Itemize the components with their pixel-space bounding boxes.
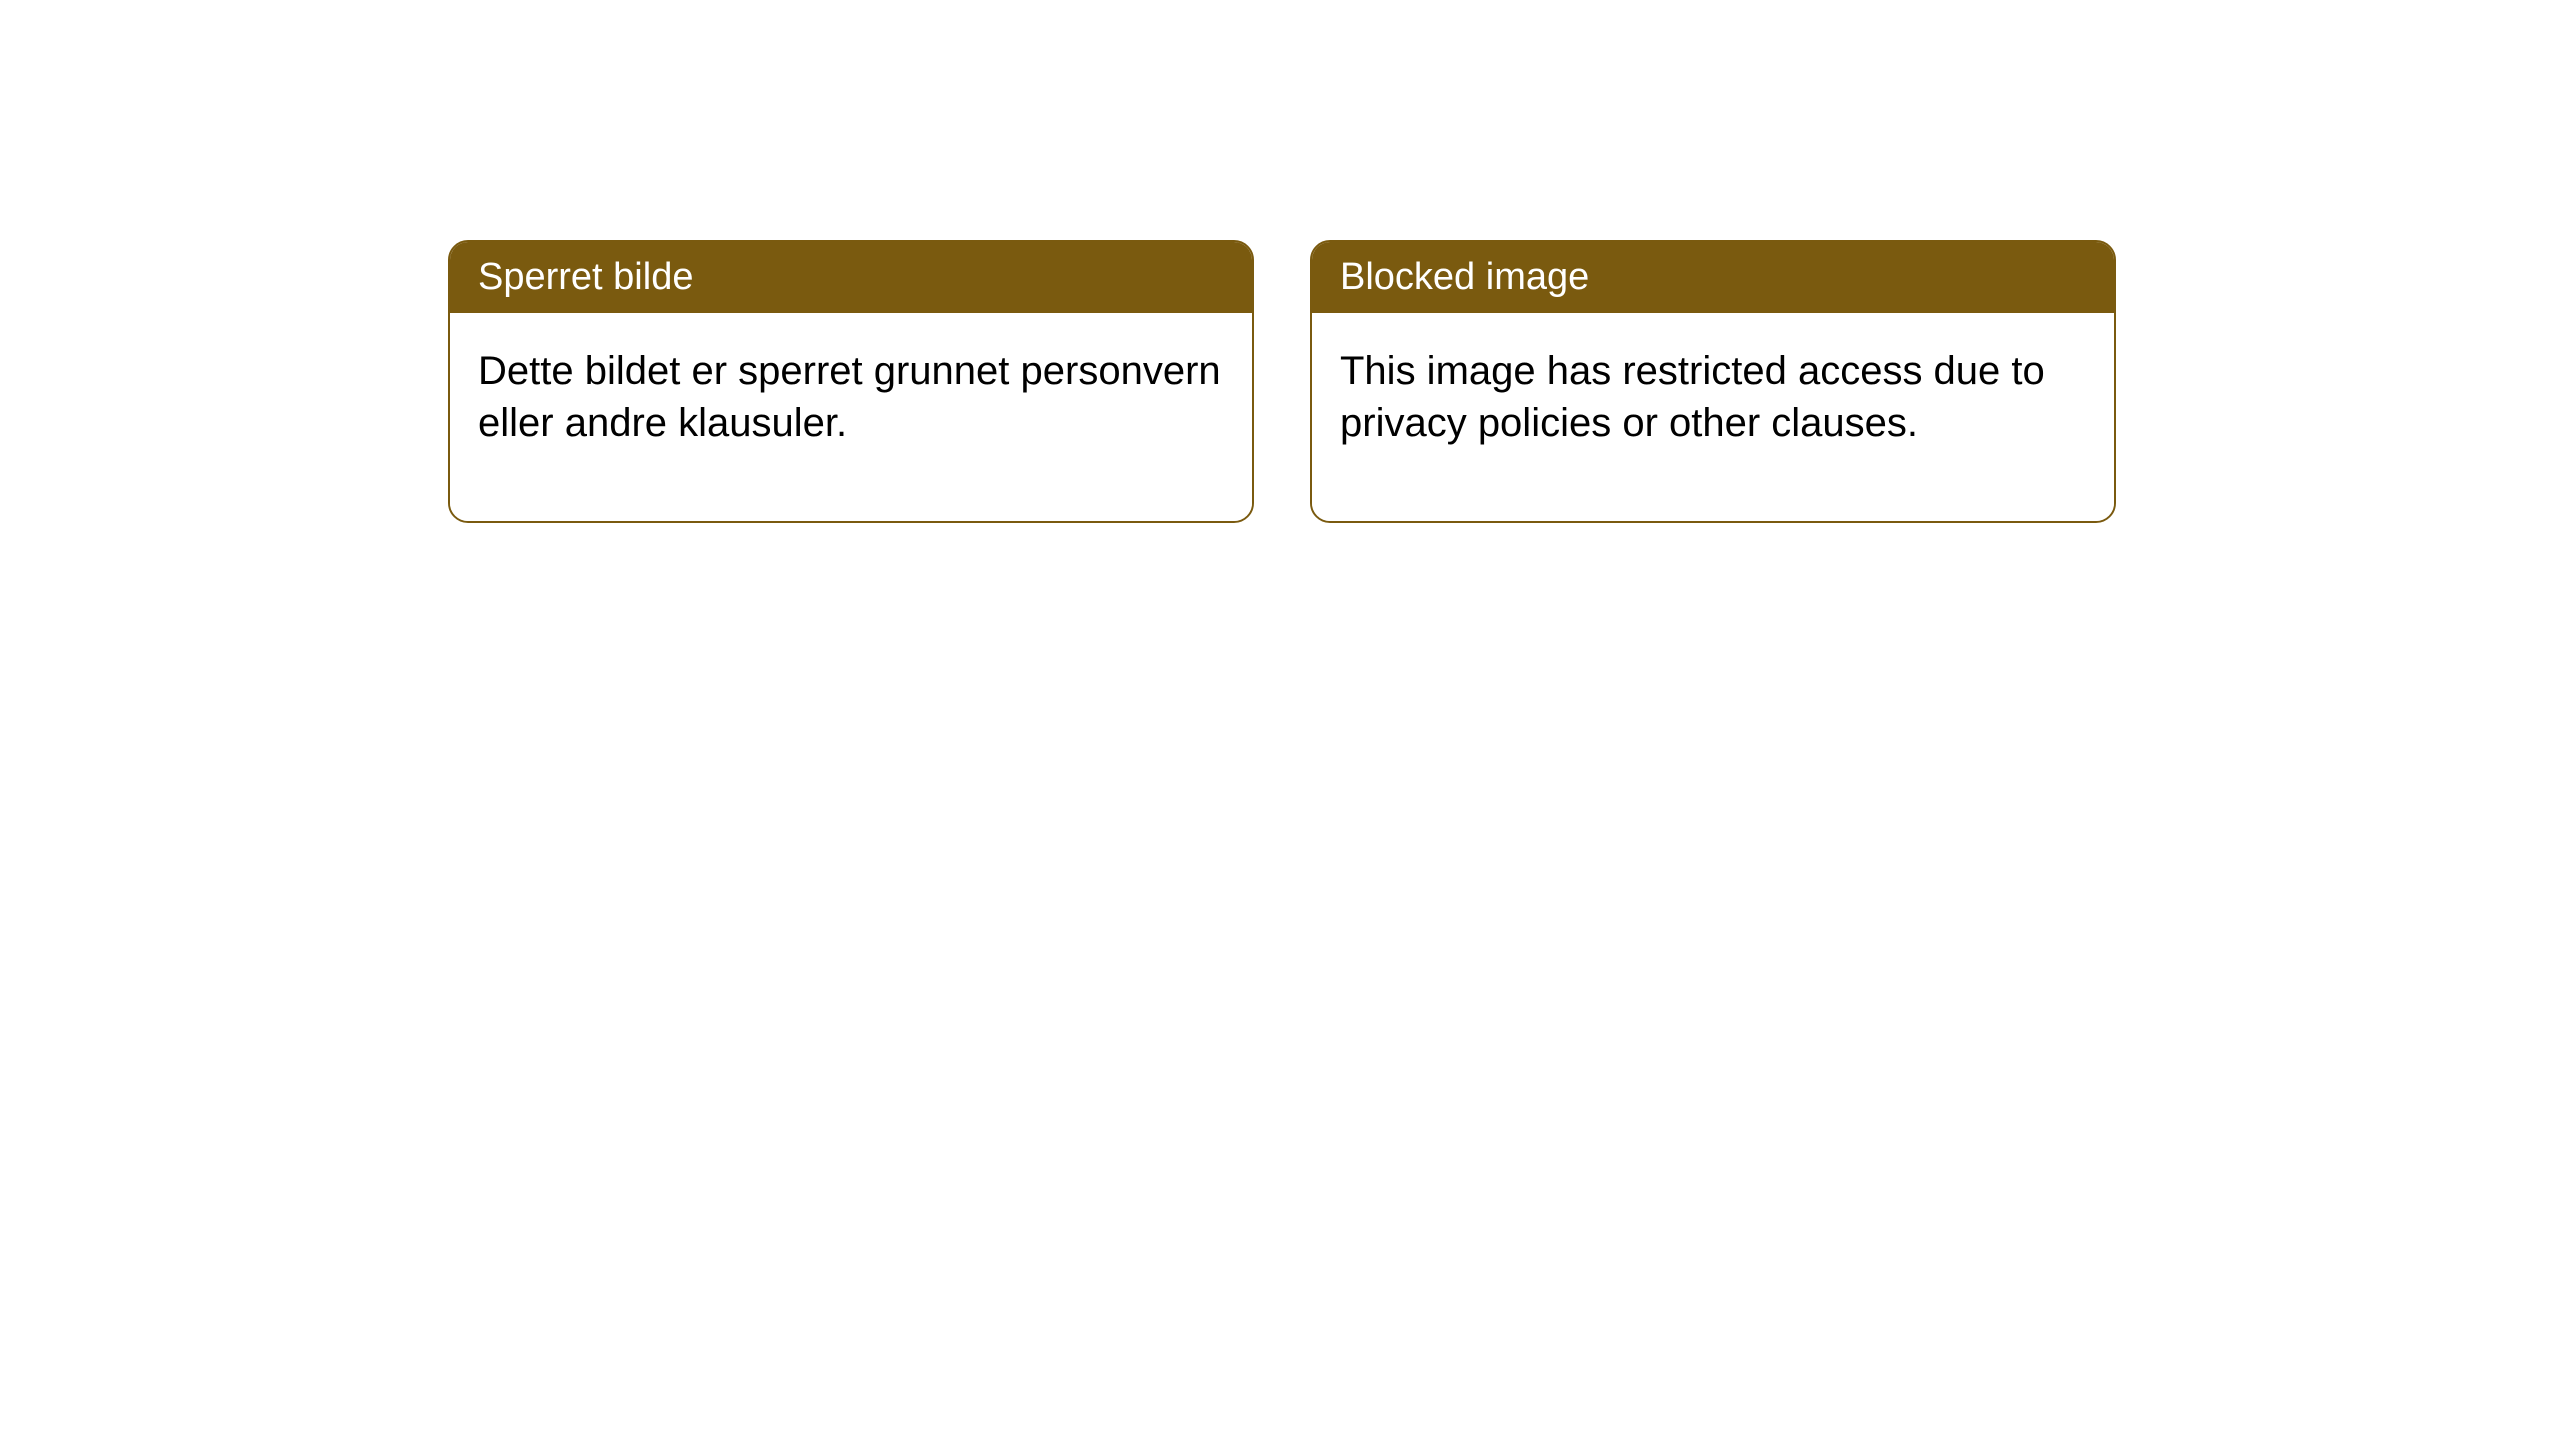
notice-card-title: Sperret bilde [450, 242, 1252, 313]
notice-card-english: Blocked image This image has restricted … [1310, 240, 2116, 523]
notice-card-title: Blocked image [1312, 242, 2114, 313]
notice-card-body: This image has restricted access due to … [1312, 313, 2114, 521]
notice-card-norwegian: Sperret bilde Dette bildet er sperret gr… [448, 240, 1254, 523]
notice-card-body: Dette bildet er sperret grunnet personve… [450, 313, 1252, 521]
notice-cards-container: Sperret bilde Dette bildet er sperret gr… [0, 0, 2560, 523]
